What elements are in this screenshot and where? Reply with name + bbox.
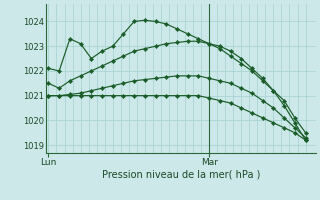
X-axis label: Pression niveau de la mer( hPa ): Pression niveau de la mer( hPa ) (102, 170, 260, 180)
